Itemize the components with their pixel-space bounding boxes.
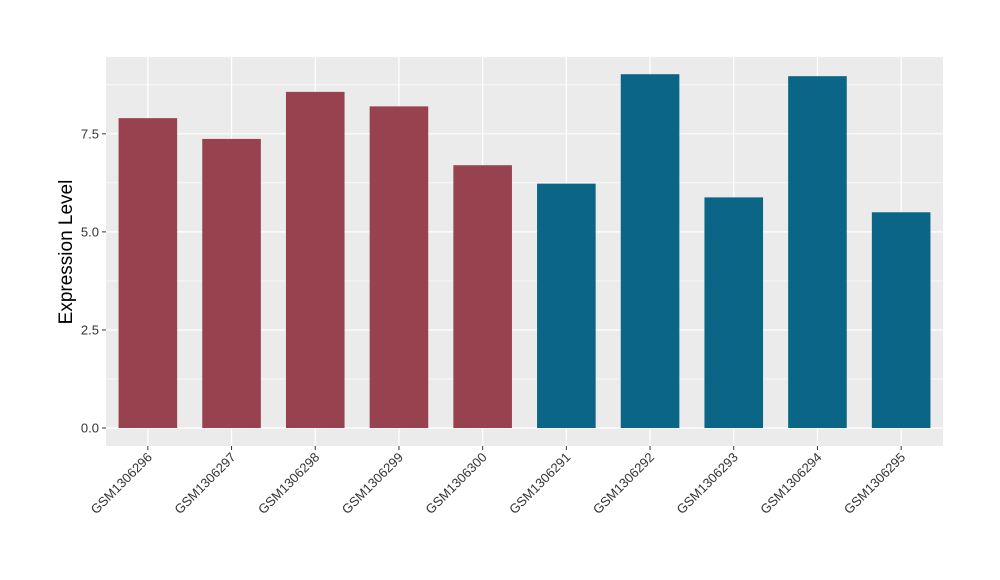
bar-GSM1306296 <box>118 118 178 429</box>
bar-GSM1306300 <box>453 165 512 428</box>
bar-GSM1306299 <box>369 106 429 428</box>
y-axis-title: Expression Level <box>56 180 77 325</box>
y-tick-label: 5.0 <box>81 224 99 239</box>
bar-GSM1306292 <box>620 74 680 429</box>
x-tick-label: GSM1306293 <box>674 450 741 517</box>
y-tick-label: 7.5 <box>81 126 99 141</box>
x-tick-label: GSM1306298 <box>255 450 322 517</box>
y-tick-label: 0.0 <box>81 421 99 436</box>
bar-GSM1306295 <box>871 212 931 428</box>
x-tick-label: GSM1306296 <box>88 450 155 517</box>
x-axis: GSM1306296 GSM1306297 GSM1306298 GSM1306299… <box>88 446 908 517</box>
y-axis: 0.0 2.5 5.0 7.5 <box>81 126 106 436</box>
bars <box>118 74 931 429</box>
bar-GSM1306298 <box>285 91 345 429</box>
x-tick-label: GSM1306291 <box>506 450 573 517</box>
x-tick-label: GSM1306295 <box>841 450 908 517</box>
bar-GSM1306294 <box>788 76 847 428</box>
x-tick-label: GSM1306300 <box>422 450 489 517</box>
x-tick-label: GSM1306292 <box>590 450 657 517</box>
y-tick-label: 2.5 <box>81 322 99 337</box>
x-tick-label: GSM1306299 <box>339 450 406 517</box>
x-tick-label: GSM1306297 <box>171 450 238 517</box>
bar-GSM1306297 <box>202 138 261 428</box>
bar-GSM1306291 <box>537 183 596 428</box>
x-tick-label: GSM1306294 <box>757 450 824 517</box>
bar-GSM1306293 <box>704 197 764 428</box>
